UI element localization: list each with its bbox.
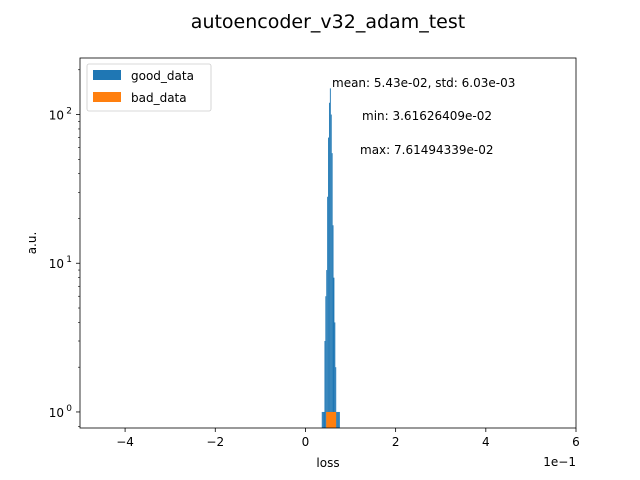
y-tick-exponent-1: 1 — [66, 255, 72, 265]
bar-good-data-0 — [321, 411, 323, 428]
bar-good-data-16 — [336, 411, 338, 428]
legend-label-bad-data: bad_data — [131, 91, 187, 105]
bar-good-data-15 — [335, 367, 337, 428]
legend-swatch-good-data — [93, 70, 121, 80]
bar-good-data-13 — [333, 277, 335, 428]
bar-good-data-4 — [325, 296, 327, 428]
x-tick-label-0: −4 — [116, 435, 134, 449]
bar-good-data-7 — [328, 137, 329, 428]
bar-good-data-8 — [328, 102, 330, 428]
plot-frame — [79, 57, 577, 429]
bar-good-data-11 — [331, 153, 333, 428]
x-tick-label-2: 0 — [302, 435, 310, 449]
bar-good-data-17 — [337, 411, 339, 428]
annotation-max: max: 7.61494339e-02 — [360, 143, 494, 157]
bar-bad-data-0 — [326, 411, 337, 428]
annotation-mean-std: mean: 5.43e-02, std: 6.03e-03 — [332, 76, 515, 90]
y-tick-label-0: 10 — [49, 406, 64, 420]
histogram-bars — [321, 88, 340, 429]
x-tick-label-1: −2 — [206, 435, 224, 449]
chart-title: autoencoder_v32_adam_test — [191, 11, 465, 33]
bar-good-data-19 — [338, 411, 340, 428]
bar-good-data-5 — [326, 270, 328, 428]
bar-good-data-10 — [330, 114, 332, 429]
bar-good-data-12 — [332, 225, 334, 428]
legend-label-good-data: good_data — [131, 69, 194, 83]
x-axis-ticks: −4 −2 0 2 4 6 — [116, 428, 580, 449]
bar-good-data-9 — [329, 88, 331, 429]
bar-good-data-18 — [338, 411, 339, 428]
bar-good-data-2 — [323, 411, 325, 428]
y-tick-exponent-2: 2 — [66, 107, 72, 117]
y-axis-label: a.u. — [25, 232, 39, 255]
x-tick-label-3: 2 — [392, 435, 400, 449]
bar-good-data-14 — [334, 322, 336, 428]
bar-good-data-6 — [327, 196, 329, 428]
bar-good-data-1 — [322, 411, 324, 428]
bar-good-data-3 — [324, 341, 326, 428]
x-axis-offset-label: 1e−1 — [543, 455, 576, 469]
y-tick-exponent-0: 0 — [66, 404, 72, 414]
x-tick-label-5: 6 — [572, 435, 580, 449]
legend: good_data bad_data — [86, 63, 212, 112]
y-tick-label-2: 10 — [49, 109, 64, 123]
annotation-min: min: 3.61626409e-02 — [362, 109, 492, 123]
legend-swatch-bad-data — [93, 92, 121, 102]
x-axis-label: loss — [316, 456, 339, 470]
y-tick-label-1: 10 — [49, 257, 64, 271]
x-tick-label-4: 4 — [482, 435, 490, 449]
